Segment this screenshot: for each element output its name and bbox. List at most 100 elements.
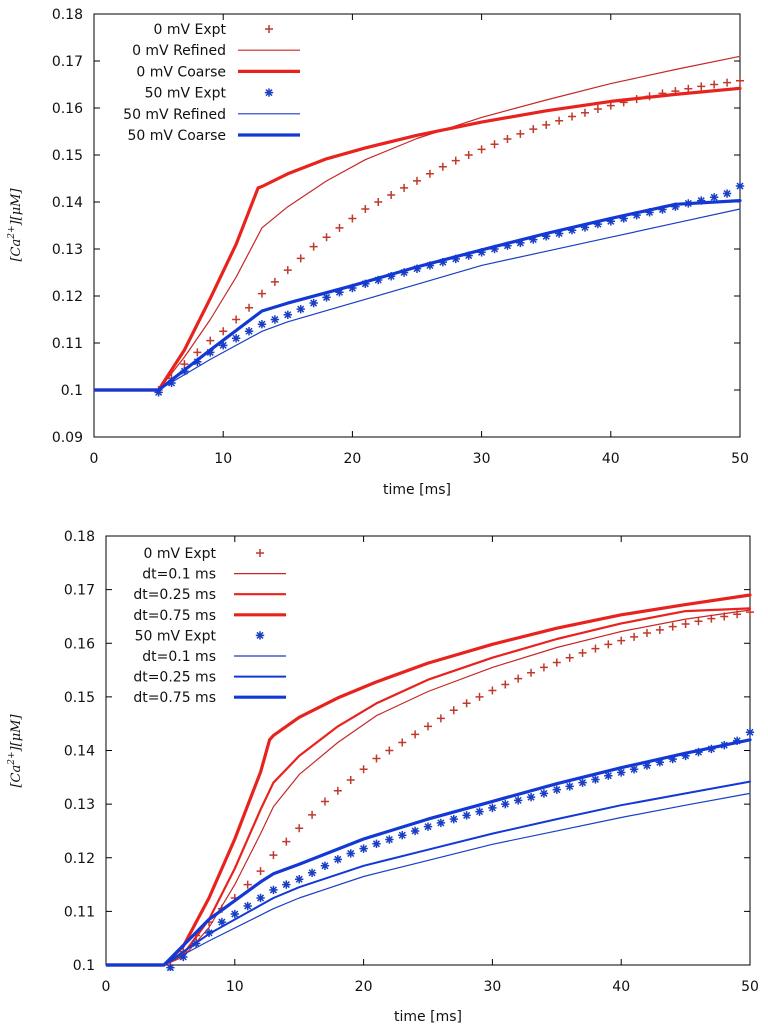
data-point-plus	[232, 315, 241, 324]
x-tick-label: 10	[226, 979, 244, 995]
data-point-star	[671, 202, 680, 211]
data-point-plus	[296, 254, 305, 263]
data-point-star	[526, 792, 536, 802]
plot-frame	[93, 13, 741, 438]
legend-label: dt=0.1 ms	[142, 649, 216, 665]
data-point-plus	[503, 135, 512, 144]
data-point-plus	[359, 765, 368, 774]
y-axis-label-main: [Ca	[9, 765, 24, 788]
x-tick-label: 50	[741, 979, 759, 995]
y-tick-label: 0.13	[64, 797, 95, 813]
data-point-plus	[464, 151, 473, 159]
data-point-star	[282, 880, 291, 889]
data-point-plus	[193, 348, 202, 357]
chart-top: 0 10 20 30 40 50 0.09 0.1 0.11 0.12 0.13 0.14 0.15 0.…	[7, 7, 749, 498]
data-point-star	[529, 235, 538, 244]
legend-marker	[264, 88, 274, 97]
data-point-star	[503, 241, 512, 250]
data-point-plus	[501, 680, 510, 689]
data-point-plus	[400, 183, 409, 192]
data-point-star	[632, 210, 641, 220]
data-point-plus	[516, 129, 525, 138]
data-point-star	[399, 268, 409, 277]
data-point-plus	[256, 867, 265, 876]
data-point-star	[361, 279, 370, 288]
data-point-star	[668, 754, 677, 764]
y-tick-label: 0.15	[64, 690, 95, 706]
data-point-star	[333, 855, 343, 864]
y-tick-label: 0.12	[64, 851, 95, 867]
data-point-plus	[449, 706, 458, 715]
data-point-star	[386, 272, 396, 281]
data-point-star	[552, 785, 561, 794]
data-point-plus	[514, 674, 523, 683]
data-point-star	[539, 789, 549, 798]
data-point-star	[697, 196, 706, 205]
data-point-star	[154, 388, 163, 397]
data-point-plus	[578, 648, 587, 657]
data-point-star	[372, 839, 381, 849]
y-axis-label-sup: 2+	[7, 751, 17, 765]
chart-bottom: 0 10 20 30 40 50 0.1 0.11 0.12 0.13 0.14 0.15 0.16 0.…	[7, 529, 759, 1025]
data-point-star	[451, 254, 460, 264]
series-line	[94, 199, 742, 392]
data-point-plus	[346, 775, 355, 784]
data-point-star	[735, 181, 745, 191]
series-4	[166, 728, 755, 971]
data-point-star	[425, 261, 435, 270]
y-tick-label: 0.18	[64, 529, 95, 545]
series-line	[94, 55, 741, 391]
y-tick-label: 0.14	[52, 195, 83, 211]
data-point-star	[385, 835, 394, 844]
data-point-plus	[283, 266, 292, 275]
data-point-star	[709, 193, 719, 202]
data-point-star	[513, 796, 523, 805]
data-point-plus	[591, 644, 600, 653]
data-point-plus	[490, 140, 499, 149]
data-point-plus	[348, 214, 357, 223]
data-point-plus	[361, 205, 370, 214]
data-point-plus	[425, 169, 434, 178]
data-point-star	[335, 288, 344, 297]
x-tick-label: 40	[602, 451, 620, 467]
data-point-star	[283, 310, 292, 319]
data-point-star	[269, 885, 278, 895]
data-point-plus	[451, 156, 460, 165]
data-point-star	[359, 844, 368, 853]
data-point-plus	[411, 730, 420, 739]
x-tick-label: 30	[473, 451, 491, 467]
data-point-plus	[257, 289, 266, 298]
data-point-plus	[617, 636, 626, 645]
data-point-star	[219, 341, 228, 350]
y-axis-label-main: [Ca	[9, 239, 24, 262]
data-point-plus	[488, 686, 497, 695]
data-point-plus	[593, 104, 602, 113]
data-point-star	[722, 189, 732, 198]
data-point-star	[412, 264, 422, 273]
data-point-plus	[387, 190, 396, 199]
data-point-star	[309, 298, 318, 308]
y-axis-label-tail: ][μM]	[9, 714, 24, 753]
data-point-plus	[668, 622, 677, 631]
data-point-plus	[475, 692, 484, 701]
data-point-star	[423, 822, 433, 831]
legend-label: 0 mV Refined	[132, 43, 226, 59]
data-point-plus	[333, 786, 342, 795]
x-axis-label: time [ms]	[383, 482, 451, 498]
data-point-star	[462, 811, 471, 820]
data-point-star	[322, 293, 331, 302]
y-tick-label: 0.17	[64, 583, 95, 599]
data-point-star	[642, 761, 652, 770]
data-point-star	[270, 315, 280, 324]
data-point-star	[320, 861, 330, 870]
data-point-plus	[580, 108, 589, 117]
series-5	[94, 199, 742, 392]
legend-marker	[255, 631, 265, 640]
data-point-plus	[539, 663, 548, 672]
data-point-plus	[322, 233, 331, 242]
x-tick-label: 10	[214, 451, 232, 467]
data-point-star	[490, 244, 499, 254]
legend-label: 50 mV Expt	[135, 628, 217, 644]
data-point-star	[166, 963, 175, 971]
data-point-star	[606, 217, 615, 226]
